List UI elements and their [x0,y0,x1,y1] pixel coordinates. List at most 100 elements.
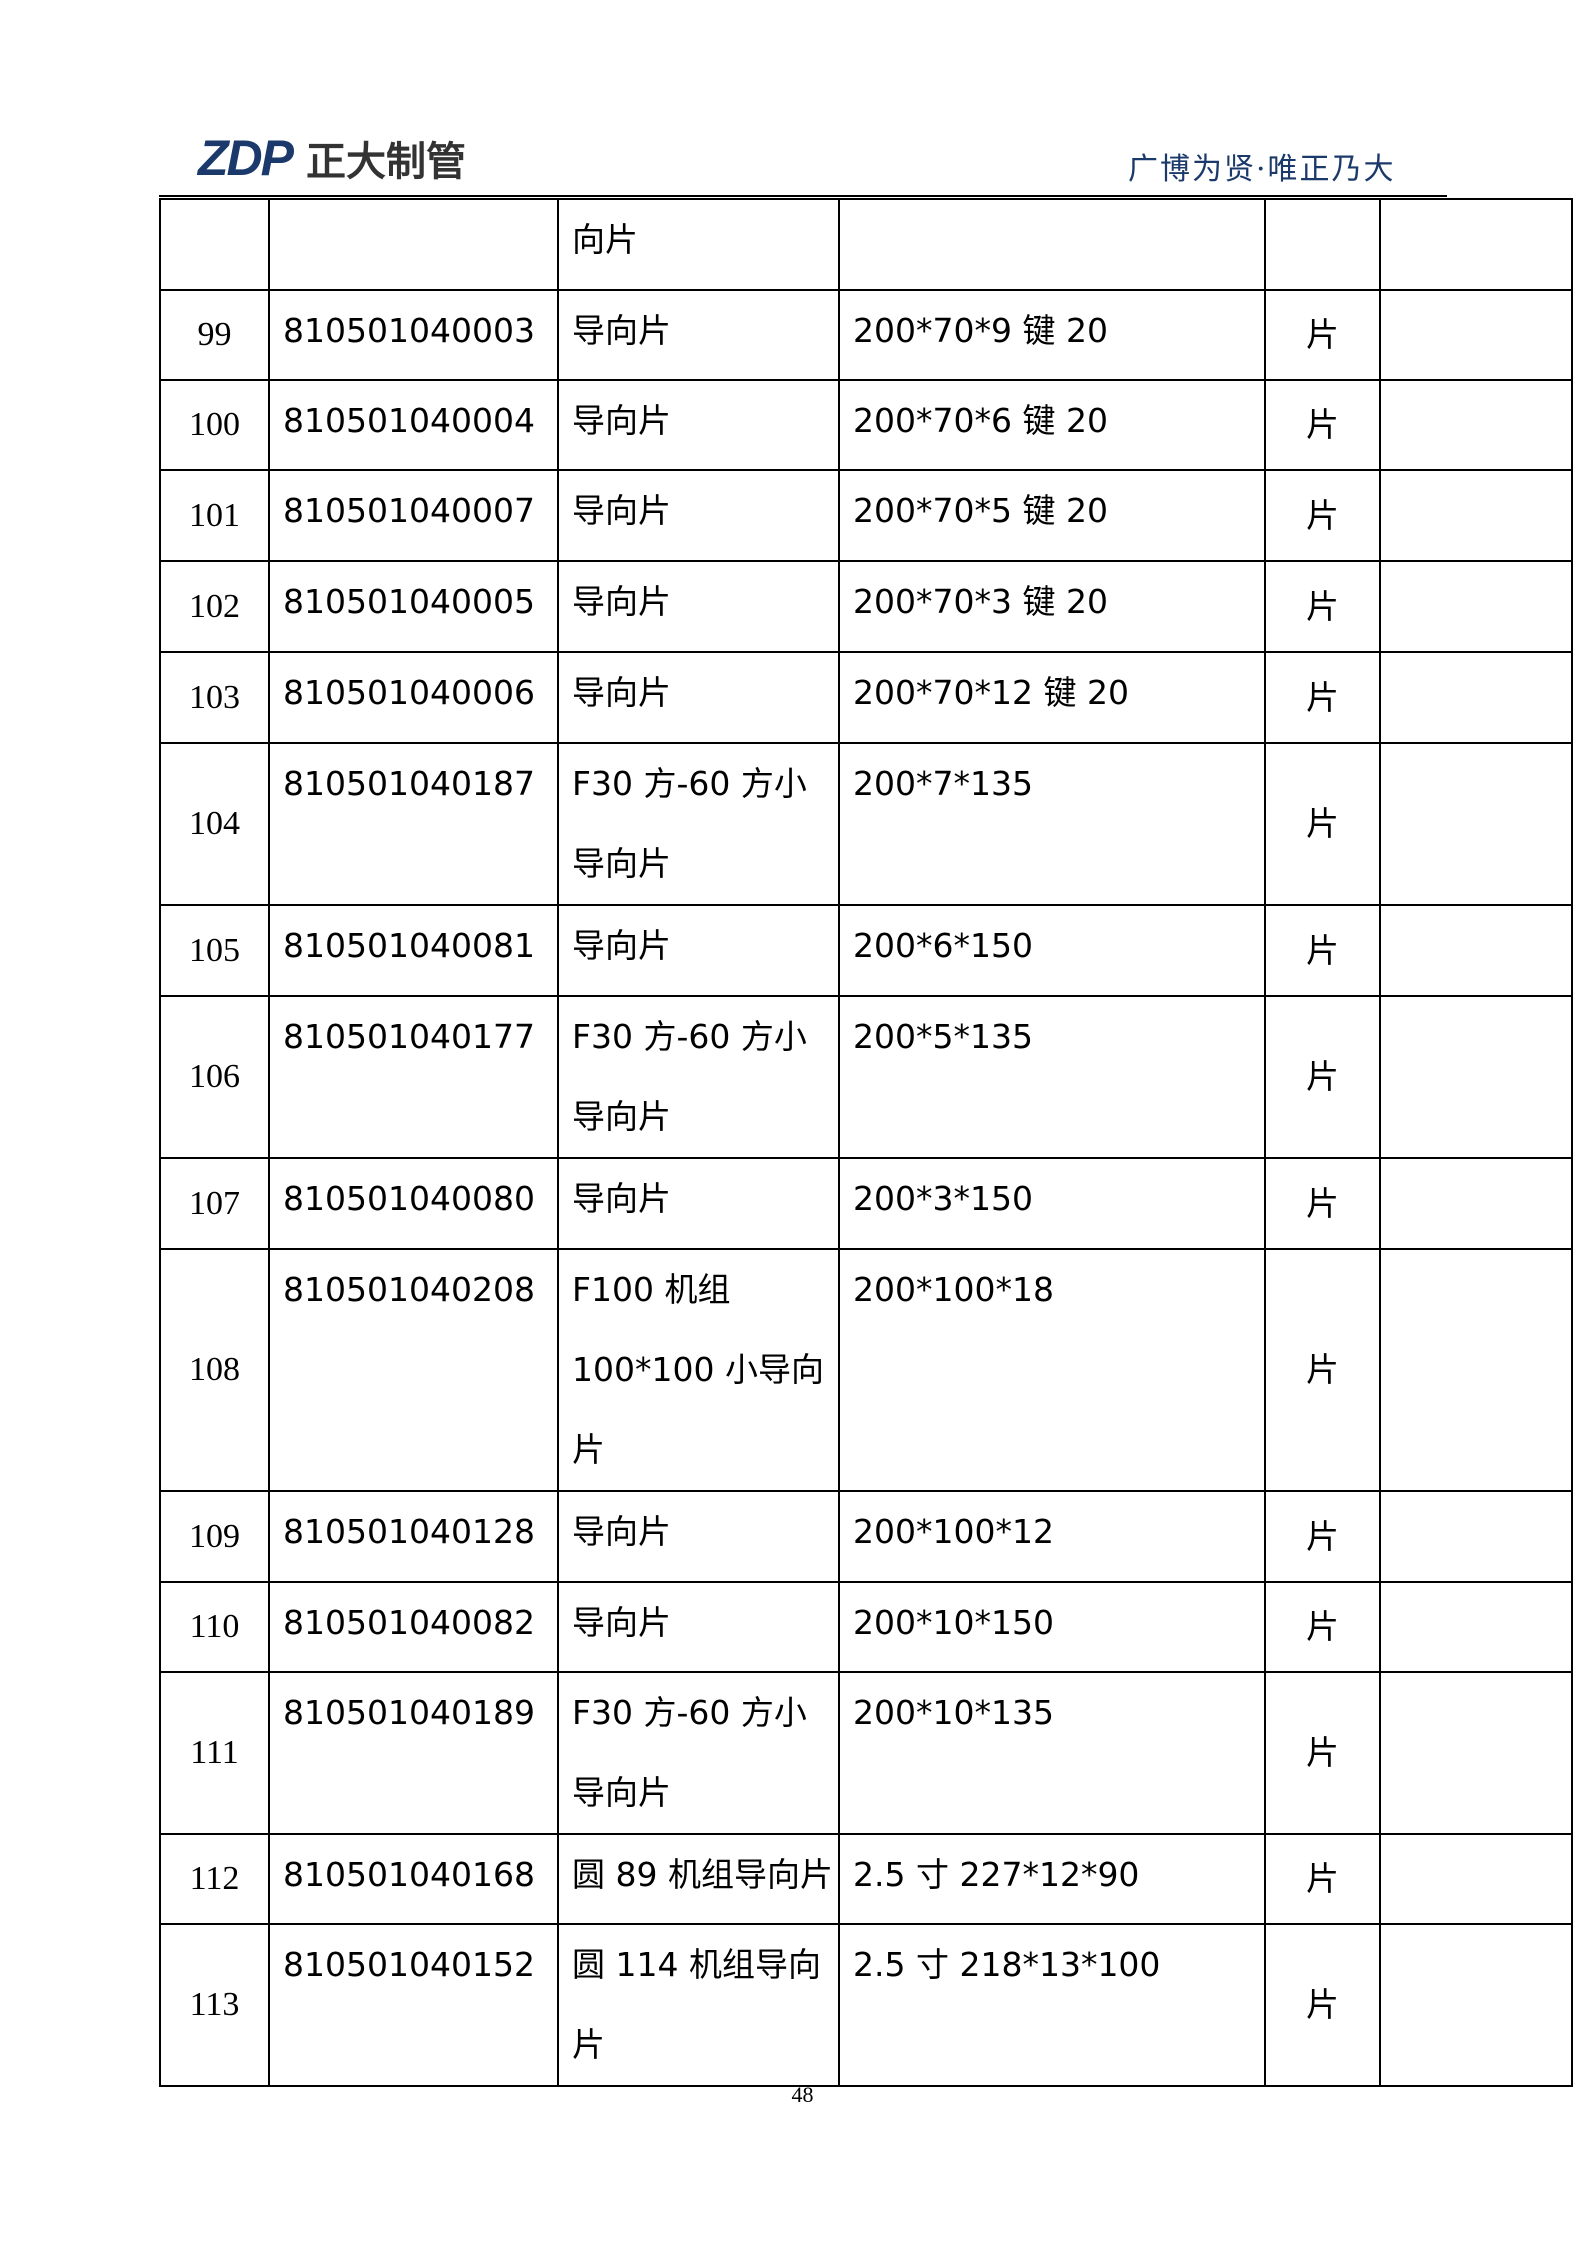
row-number: 106 [159,995,270,1159]
row-number: 103 [159,651,270,744]
item-spec: 200*70*6 键 20 [838,379,1266,471]
item-unit: 片 [1264,1923,1381,2087]
logo-mark: ZDP [198,130,294,186]
row-number: 100 [159,379,270,471]
item-name: 圆 89 机组导向片 [557,1833,840,1925]
item-code [268,198,559,291]
item-name: 导向片 [557,379,840,471]
table-row: 106 810501040177 F30 方-60 方小导向片 200*5*135 片 [159,995,1573,1159]
item-spec: 200*3*150 [838,1157,1266,1250]
table-row: 109 810501040128 导向片 200*100*12 片 [159,1490,1573,1583]
item-name: 导向片 [557,1490,840,1583]
row-number: 109 [159,1490,270,1583]
item-spec: 200*5*135 [838,995,1266,1159]
item-spec [838,198,1266,291]
item-remark [1379,560,1573,653]
item-code: 810501040003 [268,289,559,381]
item-code: 810501040007 [268,469,559,562]
item-unit: 片 [1264,904,1381,997]
item-code: 810501040189 [268,1671,559,1835]
item-unit: 片 [1264,1157,1381,1250]
item-remark [1379,904,1573,997]
company-logo: ZDP 正大制管 [198,130,466,186]
slogan: 广博为贤·唯正乃大 [1128,152,1396,187]
item-unit: 片 [1264,1490,1381,1583]
table-row: 103 810501040006 导向片 200*70*12 键 20 片 [159,651,1573,744]
row-number: 112 [159,1833,270,1925]
item-name: F30 方-60 方小导向片 [557,995,840,1159]
row-number: 105 [159,904,270,997]
table-row: 100 810501040004 导向片 200*70*6 键 20 片 [159,379,1573,471]
item-remark [1379,742,1573,906]
item-remark [1379,1157,1573,1250]
item-spec: 200*70*12 键 20 [838,651,1266,744]
item-remark [1379,1923,1573,2087]
item-remark [1379,198,1573,291]
item-spec: 200*6*150 [838,904,1266,997]
item-unit: 片 [1264,289,1381,381]
item-spec: 200*100*18 [838,1248,1266,1492]
item-remark [1379,1248,1573,1492]
item-code: 810501040080 [268,1157,559,1250]
item-spec: 2.5 寸 227*12*90 [838,1833,1266,1925]
item-unit: 片 [1264,742,1381,906]
row-number: 99 [159,289,270,381]
table-row: 向片 [159,198,1573,291]
item-spec: 2.5 寸 218*13*100 [838,1923,1266,2087]
item-spec: 200*70*5 键 20 [838,469,1266,562]
table-row: 99 810501040003 导向片 200*70*9 键 20 片 [159,289,1573,381]
item-name: 向片 [557,198,840,291]
item-remark [1379,289,1573,381]
table-row: 108 810501040208 F100 机组 100*100 小导向片 200*1… [159,1248,1573,1492]
row-number: 107 [159,1157,270,1250]
item-name: 导向片 [557,560,840,653]
item-unit: 片 [1264,995,1381,1159]
item-spec: 200*7*135 [838,742,1266,906]
item-name: 导向片 [557,1581,840,1673]
item-code: 810501040004 [268,379,559,471]
item-unit: 片 [1264,379,1381,471]
row-number: 111 [159,1671,270,1835]
table-row: 104 810501040187 F30 方-60 方小导向片 200*7*135 片 [159,742,1573,906]
item-name: 导向片 [557,904,840,997]
table-row: 110 810501040082 导向片 200*10*150 片 [159,1581,1573,1673]
item-unit: 片 [1264,1581,1381,1673]
item-remark [1379,469,1573,562]
logo-text: 正大制管 [306,139,466,185]
item-name: F30 方-60 方小导向片 [557,1671,840,1835]
page-number: 48 [791,2082,814,2107]
table-row: 102 810501040005 导向片 200*70*3 键 20 片 [159,560,1573,653]
item-remark [1379,1833,1573,1925]
row-number: 110 [159,1581,270,1673]
item-code: 810501040081 [268,904,559,997]
table-row: 101 810501040007 导向片 200*70*5 键 20 片 [159,469,1573,562]
item-code: 810501040168 [268,1833,559,1925]
item-unit: 片 [1264,651,1381,744]
row-number: 101 [159,469,270,562]
item-unit [1264,198,1381,291]
item-code: 810501040128 [268,1490,559,1583]
item-code: 810501040187 [268,742,559,906]
item-name: 导向片 [557,651,840,744]
row-number: 104 [159,742,270,906]
item-spec: 200*10*150 [838,1581,1266,1673]
item-name: 圆 114 机组导向片 [557,1923,840,2087]
item-name: F30 方-60 方小导向片 [557,742,840,906]
item-name: 导向片 [557,1157,840,1250]
row-number: 102 [159,560,270,653]
item-unit: 片 [1264,1833,1381,1925]
item-remark [1379,1490,1573,1583]
item-unit: 片 [1264,1248,1381,1492]
item-remark [1379,1581,1573,1673]
item-spec: 200*70*9 键 20 [838,289,1266,381]
table-row: 111 810501040189 F30 方-60 方小导向片 200*10*135 片 [159,1671,1573,1835]
item-remark [1379,379,1573,471]
row-number: 108 [159,1248,270,1492]
item-name: F100 机组 100*100 小导向片 [557,1248,840,1492]
item-spec: 200*10*135 [838,1671,1266,1835]
item-name: 导向片 [557,469,840,562]
table-row: 113 810501040152 圆 114 机组导向片 2.5 寸 218*13*1… [159,1923,1573,2087]
item-code: 810501040177 [268,995,559,1159]
table-row: 107 810501040080 导向片 200*3*150 片 [159,1157,1573,1250]
row-number [159,198,270,291]
